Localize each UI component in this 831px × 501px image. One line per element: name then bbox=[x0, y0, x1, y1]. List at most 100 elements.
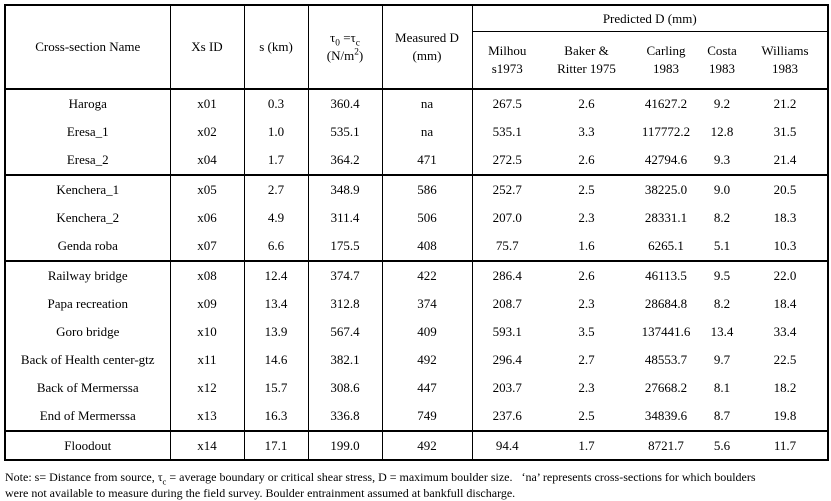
cell-costa: 9.5 bbox=[713, 268, 731, 283]
cell-carling: 6265.1 bbox=[648, 238, 684, 253]
cell-s-km: 4.9 bbox=[244, 204, 309, 232]
cell-shear-stress: 360.4 bbox=[308, 89, 383, 118]
cell-williams: 10.3 bbox=[773, 238, 797, 253]
cell-shear-stress: 175.5 bbox=[308, 232, 383, 261]
cell-carling: 48553.7 bbox=[644, 352, 688, 367]
row-group-2: Kenchera_1 x05 2.7 348.9 586 252.7 2.5 38225.0 9… bbox=[5, 175, 828, 261]
cell-carling: 137441.6 bbox=[641, 324, 691, 339]
cell-s-km: 16.3 bbox=[244, 402, 309, 431]
cell-carling: 41627.2 bbox=[644, 96, 688, 111]
header-carling: Carling 1983 bbox=[631, 31, 701, 90]
cell-name: End of Mermerssa bbox=[5, 402, 171, 431]
header-predicted-d: Predicted D (mm) bbox=[472, 5, 828, 32]
cell-s-km: 15.7 bbox=[244, 374, 309, 402]
row-group-1: Haroga x01 0.3 360.4 na 267.5 2.6 41627.2 9.2 21.… bbox=[5, 89, 828, 175]
cell-s-km: 6.6 bbox=[244, 232, 309, 261]
table-row: Genda roba x07 6.6 175.5 408 75.7 1.6 6265.1 5.1… bbox=[5, 232, 828, 261]
cell-s-km: 1.7 bbox=[244, 146, 309, 175]
cell-xs-id: x12 bbox=[170, 374, 245, 402]
cell-measured-d: 586 bbox=[382, 175, 473, 204]
cell-shear-stress: 382.1 bbox=[308, 346, 383, 374]
cell-williams: 18.2 bbox=[773, 380, 797, 395]
cell-measured-d: na bbox=[382, 89, 473, 118]
cell-milhous: 296.4 bbox=[492, 352, 522, 367]
header-s-km: s (km) bbox=[244, 5, 309, 90]
cell-baker-ritter: 2.3 bbox=[578, 380, 595, 395]
cell-milhous: 267.5 bbox=[492, 96, 522, 111]
cell-milhous: 286.4 bbox=[492, 268, 522, 283]
cell-williams: 33.4 bbox=[773, 324, 797, 339]
cell-carling: 28331.1 bbox=[644, 210, 688, 225]
table-header: Cross-section Name Xs ID s (km) τ0 =τc (… bbox=[5, 5, 828, 90]
footnote-tau-subscript: c bbox=[162, 476, 167, 487]
cell-williams: 22.0 bbox=[773, 268, 797, 283]
cell-milhous: 535.1 bbox=[492, 124, 522, 139]
cell-costa: 5.6 bbox=[713, 437, 731, 453]
cell-xs-id: x14 bbox=[170, 431, 245, 460]
row-group-3: Railway bridge x08 12.4 374.7 422 286.4 2.6 461… bbox=[5, 261, 828, 431]
cell-s-km: 12.4 bbox=[244, 261, 309, 290]
cell-williams: 31.5 bbox=[773, 124, 797, 139]
header-costa: Costa 1983 bbox=[701, 31, 743, 90]
cell-carling: 34839.6 bbox=[644, 408, 688, 423]
cell-xs-id: x13 bbox=[170, 402, 245, 431]
table-row: Back of Mermerssa x12 15.7 308.6 447 203.7 2.3… bbox=[5, 374, 828, 402]
cell-xs-id: x07 bbox=[170, 232, 245, 261]
cell-shear-stress: 348.9 bbox=[308, 175, 383, 204]
cell-xs-id: x01 bbox=[170, 89, 245, 118]
footnote-text-1: Note: s= Distance from source, τ bbox=[5, 470, 163, 484]
table-footnote: Note: s= Distance from source, τc = aver… bbox=[5, 470, 828, 501]
cell-shear-stress: 308.6 bbox=[308, 374, 383, 402]
header-milhous: Milhou s1973 bbox=[472, 31, 542, 90]
cell-williams: 22.5 bbox=[773, 352, 797, 367]
shear-stress-symbols: τ0 =τc bbox=[330, 30, 360, 50]
cell-name: Haroga bbox=[5, 89, 171, 118]
cell-xs-id: x05 bbox=[170, 175, 245, 204]
cell-costa: 12.8 bbox=[710, 124, 734, 139]
cell-shear-stress: 364.2 bbox=[308, 146, 383, 175]
cell-xs-id: x11 bbox=[170, 346, 245, 374]
cell-baker-ritter: 3.5 bbox=[578, 324, 595, 339]
header-measured-d: Measured D (mm) bbox=[382, 5, 473, 90]
table-row: Kenchera_1 x05 2.7 348.9 586 252.7 2.5 38225.0 9… bbox=[5, 175, 828, 204]
cell-s-km: 13.9 bbox=[244, 318, 309, 346]
cell-baker-ritter: 1.7 bbox=[578, 437, 595, 453]
cell-carling: 27668.2 bbox=[644, 380, 688, 395]
cell-williams: 11.7 bbox=[773, 437, 797, 453]
header-shear-stress: τ0 =τc (N/m2) bbox=[308, 5, 383, 90]
cell-baker-ritter: 2.6 bbox=[578, 96, 595, 111]
cell-williams: 18.3 bbox=[773, 210, 797, 225]
cell-baker-ritter: 2.6 bbox=[578, 268, 595, 283]
cell-measured-d: 492 bbox=[382, 431, 473, 460]
cell-carling: 28684.8 bbox=[644, 296, 688, 311]
cell-carling: 117772.2 bbox=[641, 124, 691, 139]
cell-shear-stress: 312.8 bbox=[308, 290, 383, 318]
header-williams: Williams 1983 bbox=[743, 31, 828, 90]
cell-xs-id: x06 bbox=[170, 204, 245, 232]
header-xs-id: Xs ID bbox=[170, 5, 245, 90]
cell-name: Goro bridge bbox=[5, 318, 171, 346]
cell-costa: 5.1 bbox=[713, 238, 731, 253]
cell-milhous: 75.7 bbox=[495, 238, 519, 253]
cell-name: Papa recreation bbox=[5, 290, 171, 318]
cell-carling: 42794.6 bbox=[644, 152, 688, 167]
table-row: End of Mermerssa x13 16.3 336.8 749 237.6 2.5 3… bbox=[5, 402, 828, 431]
cell-measured-d: 409 bbox=[382, 318, 473, 346]
cell-shear-stress: 374.7 bbox=[308, 261, 383, 290]
header-cross-section-name: Cross-section Name bbox=[5, 5, 171, 90]
table-row: Kenchera_2 x06 4.9 311.4 506 207.0 2.3 28331.1 8… bbox=[5, 204, 828, 232]
cell-measured-d: 471 bbox=[382, 146, 473, 175]
cell-measured-d: 492 bbox=[382, 346, 473, 374]
table-row: Papa recreation x09 13.4 312.8 374 208.7 2.3 28… bbox=[5, 290, 828, 318]
cell-measured-d: 749 bbox=[382, 402, 473, 431]
cell-williams: 21.4 bbox=[773, 152, 797, 167]
row-group-4: Floodout x14 17.1 199.0 492 94.4 1.7 8721.7 5.6 1… bbox=[5, 431, 828, 460]
cell-baker-ritter: 2.5 bbox=[578, 408, 595, 423]
cell-name: Kenchera_1 bbox=[5, 175, 171, 204]
cell-baker-ritter: 2.6 bbox=[578, 152, 595, 167]
cell-s-km: 1.0 bbox=[244, 118, 309, 146]
cell-baker-ritter: 2.3 bbox=[578, 296, 595, 311]
cell-name: Kenchera_2 bbox=[5, 204, 171, 232]
cell-costa: 8.2 bbox=[713, 296, 731, 311]
